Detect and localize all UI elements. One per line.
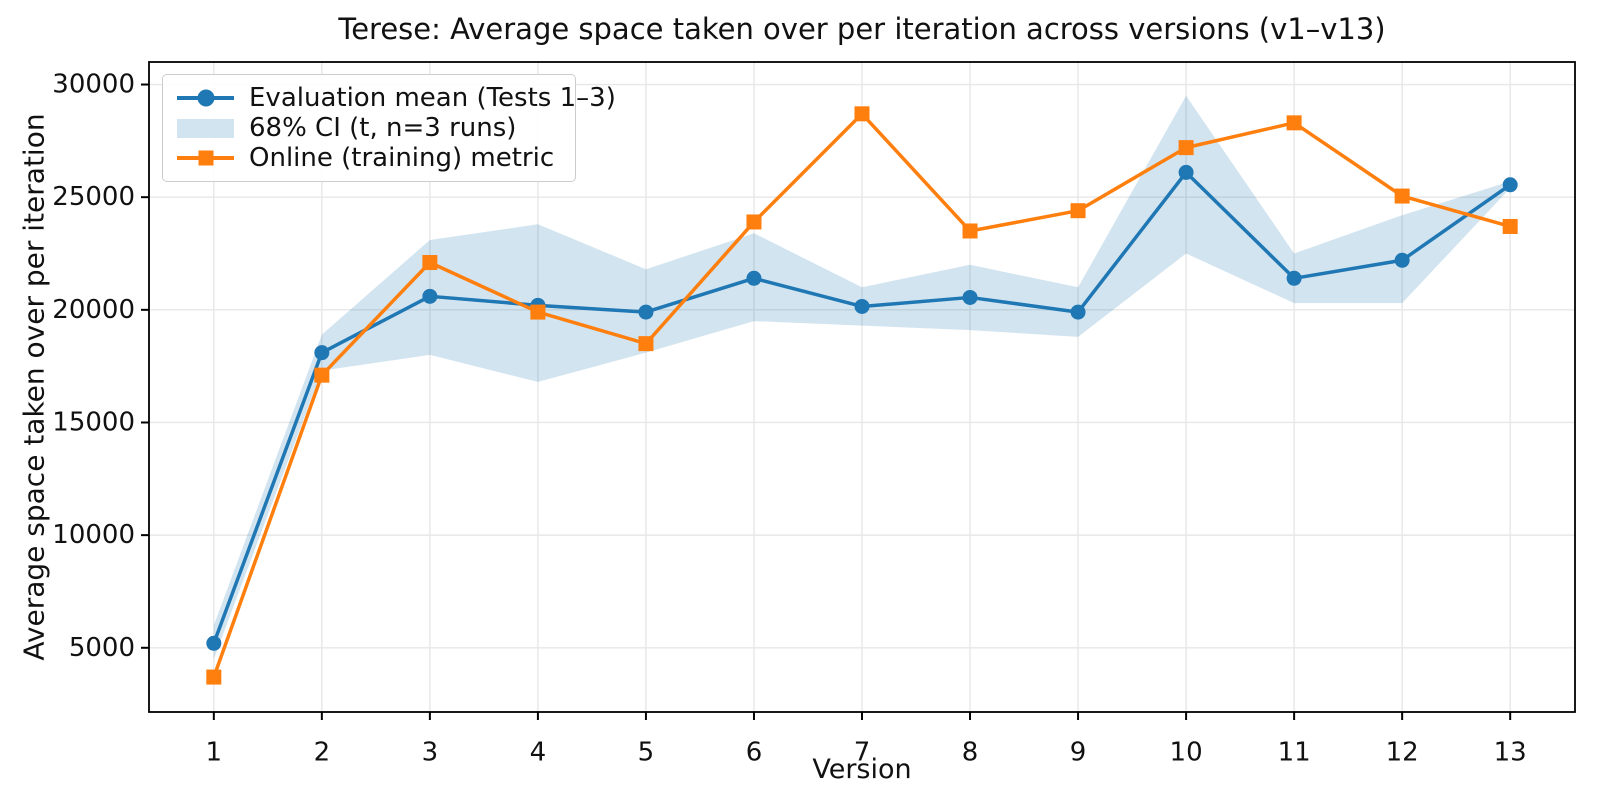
svg-text:30000: 30000 <box>52 70 135 100</box>
chart-title: Terese: Average space taken over per ite… <box>338 12 1386 46</box>
legend-label-ci-band: 68% CI (t, n=3 runs) <box>249 113 517 143</box>
legend-line-square-icon <box>177 146 234 170</box>
svg-text:7: 7 <box>854 737 871 767</box>
svg-text:3: 3 <box>422 737 439 767</box>
svg-text:15000: 15000 <box>52 407 135 437</box>
svg-text:1: 1 <box>206 737 223 767</box>
svg-text:8: 8 <box>962 737 979 767</box>
svg-text:12: 12 <box>1386 737 1419 767</box>
svg-text:4: 4 <box>530 737 547 767</box>
svg-text:25000: 25000 <box>52 182 135 212</box>
svg-text:9: 9 <box>1070 737 1087 767</box>
legend-item-online-metric: Online (training) metric <box>177 143 561 173</box>
legend-item-evaluation-mean: Evaluation mean (Tests 1–3) <box>177 83 616 113</box>
svg-text:20000: 20000 <box>52 295 135 325</box>
svg-text:5000: 5000 <box>69 633 135 663</box>
legend-patch-icon <box>177 116 234 140</box>
svg-text:10000: 10000 <box>52 520 135 550</box>
x-axis-label: Version <box>812 754 912 785</box>
svg-text:6: 6 <box>746 737 763 767</box>
svg-text:13: 13 <box>1494 737 1527 767</box>
svg-text:11: 11 <box>1278 737 1311 767</box>
svg-text:5: 5 <box>638 737 655 767</box>
svg-text:2: 2 <box>314 737 331 767</box>
legend-item-ci-band: 68% CI (t, n=3 runs) <box>177 113 561 143</box>
svg-text:10: 10 <box>1170 737 1203 767</box>
legend-line-circle-icon <box>177 86 234 110</box>
legend-label-evaluation-mean: Evaluation mean (Tests 1–3) <box>249 83 616 113</box>
legend-label-online-metric: Online (training) metric <box>249 143 555 173</box>
legend: Evaluation mean (Tests 1–3) 68% CI (t, n… <box>162 74 616 182</box>
y-axis-label: Average space taken over per iteration <box>17 113 51 661</box>
